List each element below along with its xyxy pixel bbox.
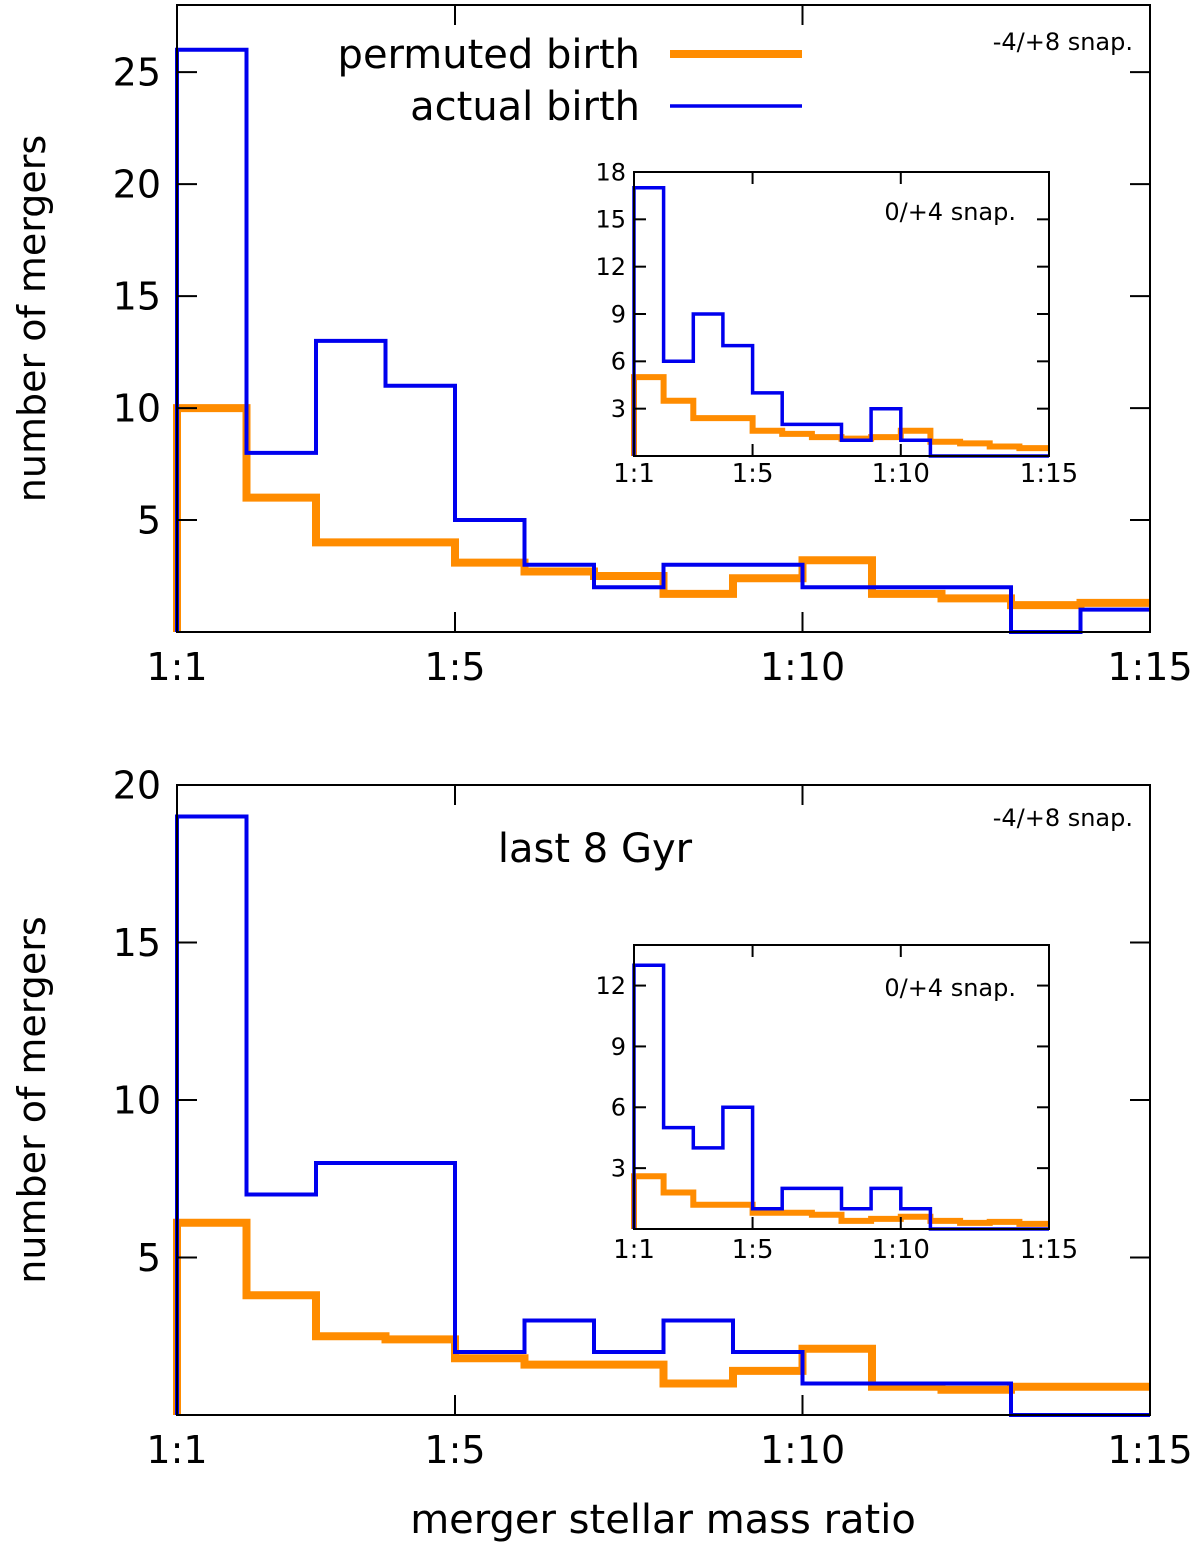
y-tick-label: 3 <box>611 395 626 423</box>
y-tick-label: 5 <box>137 498 161 542</box>
actual-birth-series-line <box>175 814 1150 1417</box>
inset-chart: 3 6 9 12 1:1 1:5 1:10 1:15 0/+4 snap. <box>595 944 1078 1265</box>
panel-text: last 8 Gyr <box>498 826 693 872</box>
y-tick-label: 15 <box>595 206 626 234</box>
y-tick-label: 25 <box>113 50 161 94</box>
panel-annotation: -4/+8 snap. <box>993 28 1133 56</box>
x-tick-label: 1:10 <box>760 1428 845 1472</box>
x-tick-label: 1:5 <box>732 459 774 489</box>
plot-frame <box>176 4 1151 633</box>
x-tick-label: 1:10 <box>760 645 845 689</box>
y-tick-label: 9 <box>611 300 626 328</box>
x-tick-label: 1:10 <box>872 1235 930 1265</box>
y-axis-label: number of mergers <box>10 135 54 502</box>
x-tick-label: 1:5 <box>424 645 485 689</box>
permuted-birth-series-line <box>173 1218 1150 1415</box>
inset-annotation: 0/+4 snap. <box>884 198 1016 226</box>
x-axis-label: merger stellar mass ratio <box>410 1497 916 1543</box>
inset-chart: 3 6 9 12 15 18 1:1 1:5 1:10 1:15 0/+4 snap. <box>595 158 1078 489</box>
y-tick-label: 12 <box>595 253 626 281</box>
y-tick-label: 6 <box>611 348 626 376</box>
x-tick-label: 1:15 <box>1020 1235 1078 1265</box>
panel-bottom: 5 10 15 20 1:1 1:5 1:10 1:15 -4/+8 snap. number o… <box>10 763 1193 1472</box>
inset-background <box>634 945 1049 1229</box>
legend: permuted birth actual birth <box>338 32 802 130</box>
panel-annotation: -4/+8 snap. <box>993 804 1133 832</box>
y-tick-label: 5 <box>137 1236 161 1280</box>
y-axis-label: number of mergers <box>10 916 54 1283</box>
y-tick-label: 18 <box>595 158 626 186</box>
legend-actual-label: actual birth <box>410 84 640 130</box>
permuted-birth-series-line <box>631 1173 1049 1229</box>
x-tick-label: 1:10 <box>872 459 930 489</box>
inset-annotation: 0/+4 snap. <box>884 974 1016 1002</box>
x-tick-label: 1:15 <box>1107 1428 1192 1472</box>
y-tick-label: 20 <box>113 162 161 206</box>
x-tick-label: 1:1 <box>146 1428 207 1472</box>
x-tick-label: 1:15 <box>1107 645 1192 689</box>
y-tick-label: 10 <box>113 386 161 430</box>
y-tick-label: 20 <box>113 763 161 807</box>
panel-top: 5 10 15 20 25 1:1 1:5 1:10 1:15 -4/+8 snap. number… <box>10 4 1193 689</box>
x-tick-label: 1:1 <box>146 645 207 689</box>
x-tick-label: 1:15 <box>1020 459 1078 489</box>
y-tick-label: 15 <box>113 274 161 318</box>
y-tick-label: 12 <box>595 972 626 1000</box>
inset-frame <box>633 944 1050 1230</box>
y-tick-label: 10 <box>113 1078 161 1122</box>
x-tick-label: 1:1 <box>613 1235 655 1265</box>
legend-permuted-label: permuted birth <box>338 32 640 78</box>
x-tick-label: 1:5 <box>424 1428 485 1472</box>
x-tick-label: 1:1 <box>613 459 655 489</box>
y-tick-label: 15 <box>113 921 161 965</box>
y-tick-label: 9 <box>611 1033 626 1061</box>
y-tick-label: 3 <box>611 1155 626 1183</box>
y-tick-label: 6 <box>611 1094 626 1122</box>
x-tick-label: 1:5 <box>732 1235 774 1265</box>
actual-birth-series-line <box>175 47 1150 634</box>
